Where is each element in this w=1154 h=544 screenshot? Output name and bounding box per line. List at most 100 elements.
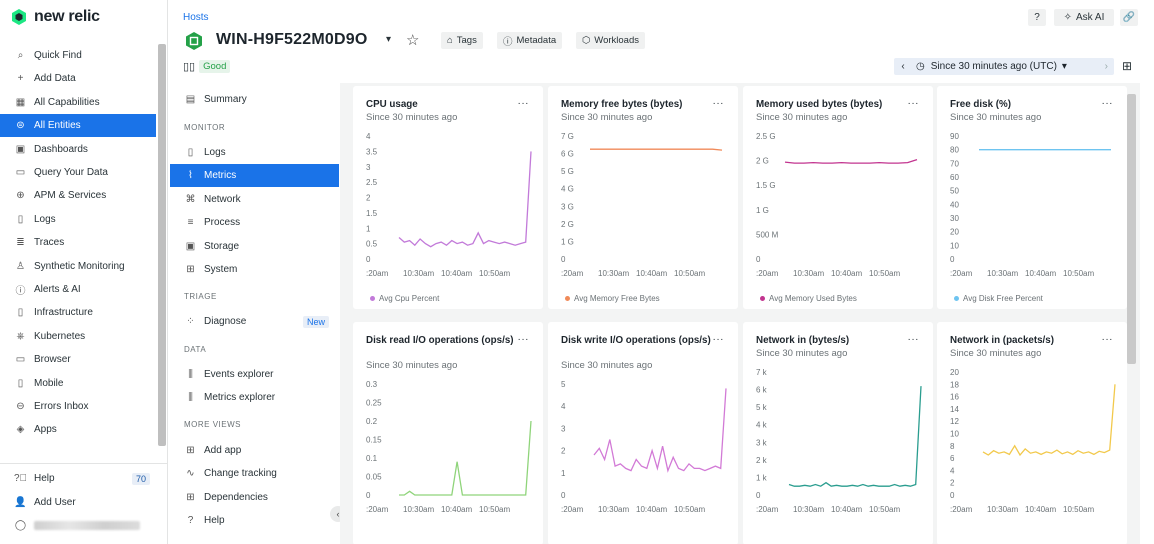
favorite-star-icon[interactable]: ☆ — [406, 32, 420, 49]
time-prev-chevron-icon[interactable]: ‹ — [901, 61, 905, 72]
chart-menu-icon[interactable]: ··· — [907, 334, 919, 345]
chart-menu-icon[interactable]: ··· — [712, 98, 724, 109]
nav-errors-inbox[interactable]: ⊖ Errors Inbox — [0, 395, 156, 418]
chart-card-3[interactable]: 0 500 M 1 G 1.5 G 2 G 2.5 G:20am 10:30am 10:40a… — [743, 86, 933, 309]
nav-add-data[interactable]: + Add Data — [0, 67, 156, 90]
y-tick-label: 0 — [950, 255, 955, 264]
subnav-dependencies[interactable]: ⊞ Dependencies — [170, 486, 339, 509]
nav-kubernetes[interactable]: ⎈ Kubernetes — [0, 325, 156, 348]
chart-menu-icon[interactable]: ··· — [517, 334, 529, 345]
subnav-summary[interactable]: ▤ Summary — [170, 88, 339, 111]
copy-link-button[interactable]: 🔗 — [1120, 9, 1138, 26]
x-tick-label: :20am — [756, 505, 779, 514]
nav-query-your-data[interactable]: ▭ Query Your Data — [0, 161, 156, 184]
metrics-icon: ⌇ — [188, 170, 193, 182]
help-icon: ? — [187, 515, 194, 527]
chart-card-8[interactable]: 0 2 4 6 8 10 12 14 16 18 20:20am 10:30am 10:40am 10:5… — [937, 322, 1127, 544]
subnav-events-explorer[interactable]: ⫼ Events explorer — [170, 363, 339, 386]
nav-scrollbar[interactable] — [158, 44, 166, 446]
chart-card-1[interactable]: 0 0.5 1 1.5 2 2.5 3 3.5 4:20am 10:30am 10:40am 10:5… — [353, 86, 543, 309]
chart-menu-icon[interactable]: ··· — [517, 98, 529, 109]
chart-card-6[interactable]: 0 1 2 3 4 5:20am 10:30am 10:40am 10:50am Disk wri… — [548, 322, 738, 544]
nav-quick-find-label: Quick Find — [34, 50, 82, 61]
subnav-storage[interactable]: ▣ Storage — [170, 235, 339, 258]
nav-mobile[interactable]: ▯ Mobile — [0, 372, 156, 395]
subnav-network[interactable]: ⌘ Network — [170, 188, 339, 211]
storage-icon: ▣ — [185, 240, 196, 252]
user-account[interactable]: ◯ — [0, 514, 156, 537]
subnav-help[interactable]: ? Help — [170, 509, 339, 532]
y-tick-label: 40 — [950, 200, 959, 209]
nav-traces[interactable]: ≣ Traces — [0, 231, 156, 254]
entity-switcher-chevron-icon[interactable]: ▾ — [386, 34, 392, 45]
nav-add-user[interactable]: 👤 Add User — [0, 491, 156, 514]
subnav-diagnose[interactable]: ⁘ Diagnose New — [170, 310, 339, 333]
time-picker[interactable]: ‹ ◷ Since 30 minutes ago (UTC) ▾ › — [894, 58, 1114, 75]
chart-title: Memory free bytes (bytes) — [561, 99, 683, 110]
new-relic-logo[interactable]: new relic — [10, 8, 100, 26]
chart-title: CPU usage — [366, 99, 418, 110]
nav-logs[interactable]: ▯ Logs — [0, 208, 156, 231]
x-tick-label: 10:30am — [987, 269, 1018, 278]
clock-icon: ◷ — [916, 61, 925, 72]
y-tick-label: 1 — [366, 224, 371, 233]
chart-title: Network in (packets/s) — [950, 335, 1054, 346]
y-tick-label: 6 k — [756, 386, 768, 395]
y-tick-label: 20 — [950, 228, 959, 237]
metadata-button[interactable]: ⓘ Metadata — [497, 32, 563, 49]
nav-apps[interactable]: ◈ Apps — [0, 418, 156, 441]
subnav-metrics[interactable]: ⌇ Metrics — [170, 164, 339, 188]
ask-ai-button[interactable]: ✧ Ask AI — [1054, 9, 1114, 26]
nav-browser[interactable]: ▭ Browser — [0, 348, 156, 371]
nav-all-capabilities[interactable]: ▦ All Capabilities — [0, 91, 156, 114]
y-tick-label: 10 — [950, 241, 959, 250]
nav-alerts-ai[interactable]: ⓘ Alerts & AI — [0, 278, 156, 301]
workloads-button[interactable]: ⬡ Workloads — [576, 32, 645, 49]
data-heading: DATA — [184, 345, 207, 354]
nav-infrastructure[interactable]: ▯ Infrastructure — [0, 301, 156, 324]
chart-card-4[interactable]: 0 10 20 30 40 50 60 70 80 90:20am 10:30am 10:40am 10… — [937, 86, 1127, 309]
subnav-system[interactable]: ⊞ System — [170, 258, 339, 281]
nav-alerts-ai-label: Alerts & AI — [34, 284, 81, 295]
time-next-chevron-icon[interactable]: › — [1104, 61, 1108, 72]
y-tick-label: 3 G — [561, 202, 574, 211]
subnav-add-app[interactable]: ⊞ Add app — [170, 439, 339, 462]
chart-card-7[interactable]: 0 1 k 2 k 3 k 4 k 5 k 6 k 7 k:20am 10:30am 10:40a… — [743, 322, 933, 544]
chart-card-2[interactable]: 0 1 G 2 G 3 G 4 G 5 G 6 G 7 G:20am 10:30am 10:40a… — [548, 86, 738, 309]
y-tick-label: 500 M — [756, 230, 779, 239]
breadcrumb-hosts[interactable]: Hosts — [183, 12, 209, 23]
grid-icon: ▦ — [15, 96, 26, 108]
chart-menu-icon[interactable]: ··· — [907, 98, 919, 109]
y-tick-label: 0.15 — [366, 436, 382, 445]
chart-menu-icon[interactable]: ··· — [1101, 334, 1113, 345]
process-icon: ≡ — [187, 217, 194, 229]
content-scrollbar[interactable] — [1127, 94, 1136, 364]
chart-menu-icon[interactable]: ··· — [712, 334, 724, 345]
nav-infrastructure-label: Infrastructure — [34, 307, 93, 319]
y-tick-label: 5 k — [756, 403, 768, 412]
globe-icon: ⊕ — [16, 190, 25, 202]
nav-apm-services[interactable]: ⊕ APM & Services — [0, 184, 156, 207]
subnav-metrics-explorer[interactable]: ⫼ Metrics explorer — [170, 386, 339, 409]
logs-icon: ▯ — [187, 147, 194, 158]
tags-button[interactable]: ⌂ Tags — [441, 32, 483, 49]
x-tick-label: :20am — [950, 269, 973, 278]
subnav-logs[interactable]: ▯ Logs — [170, 141, 339, 164]
chart-title: Memory used bytes (bytes) — [756, 99, 883, 110]
help-button[interactable]: ? — [1028, 9, 1046, 26]
subnav-change-tracking[interactable]: ∿ Change tracking — [170, 462, 339, 485]
nav-synthetic-monitoring[interactable]: ♙ Synthetic Monitoring — [0, 255, 156, 278]
x-tick-label: :20am — [950, 505, 973, 514]
chart-subtitle: Since 30 minutes ago — [366, 112, 458, 123]
nav-dashboards[interactable]: ▣ Dashboards — [0, 138, 156, 161]
subnav-process[interactable]: ≡ Process — [170, 211, 339, 234]
chart-card-5[interactable]: 0 0.05 0.1 0.15 0.2 0.25 0.3:20am 10:30am 10:40a… — [353, 322, 543, 544]
nav-apps-label: Apps — [34, 424, 57, 436]
nav-all-entities[interactable]: ⊜ All Entities — [0, 114, 156, 138]
layout-settings-icon[interactable]: ⊞ — [1122, 59, 1133, 73]
time-picker-label: Since 30 minutes ago (UTC) — [930, 61, 1057, 72]
x-tick-label: 10:40am — [1025, 505, 1056, 514]
nav-quick-find[interactable]: ⌕ Quick Find — [0, 44, 156, 67]
chart-menu-icon[interactable]: ··· — [1101, 98, 1113, 109]
nav-help[interactable]: ?⃝ Help 70 — [0, 467, 156, 490]
